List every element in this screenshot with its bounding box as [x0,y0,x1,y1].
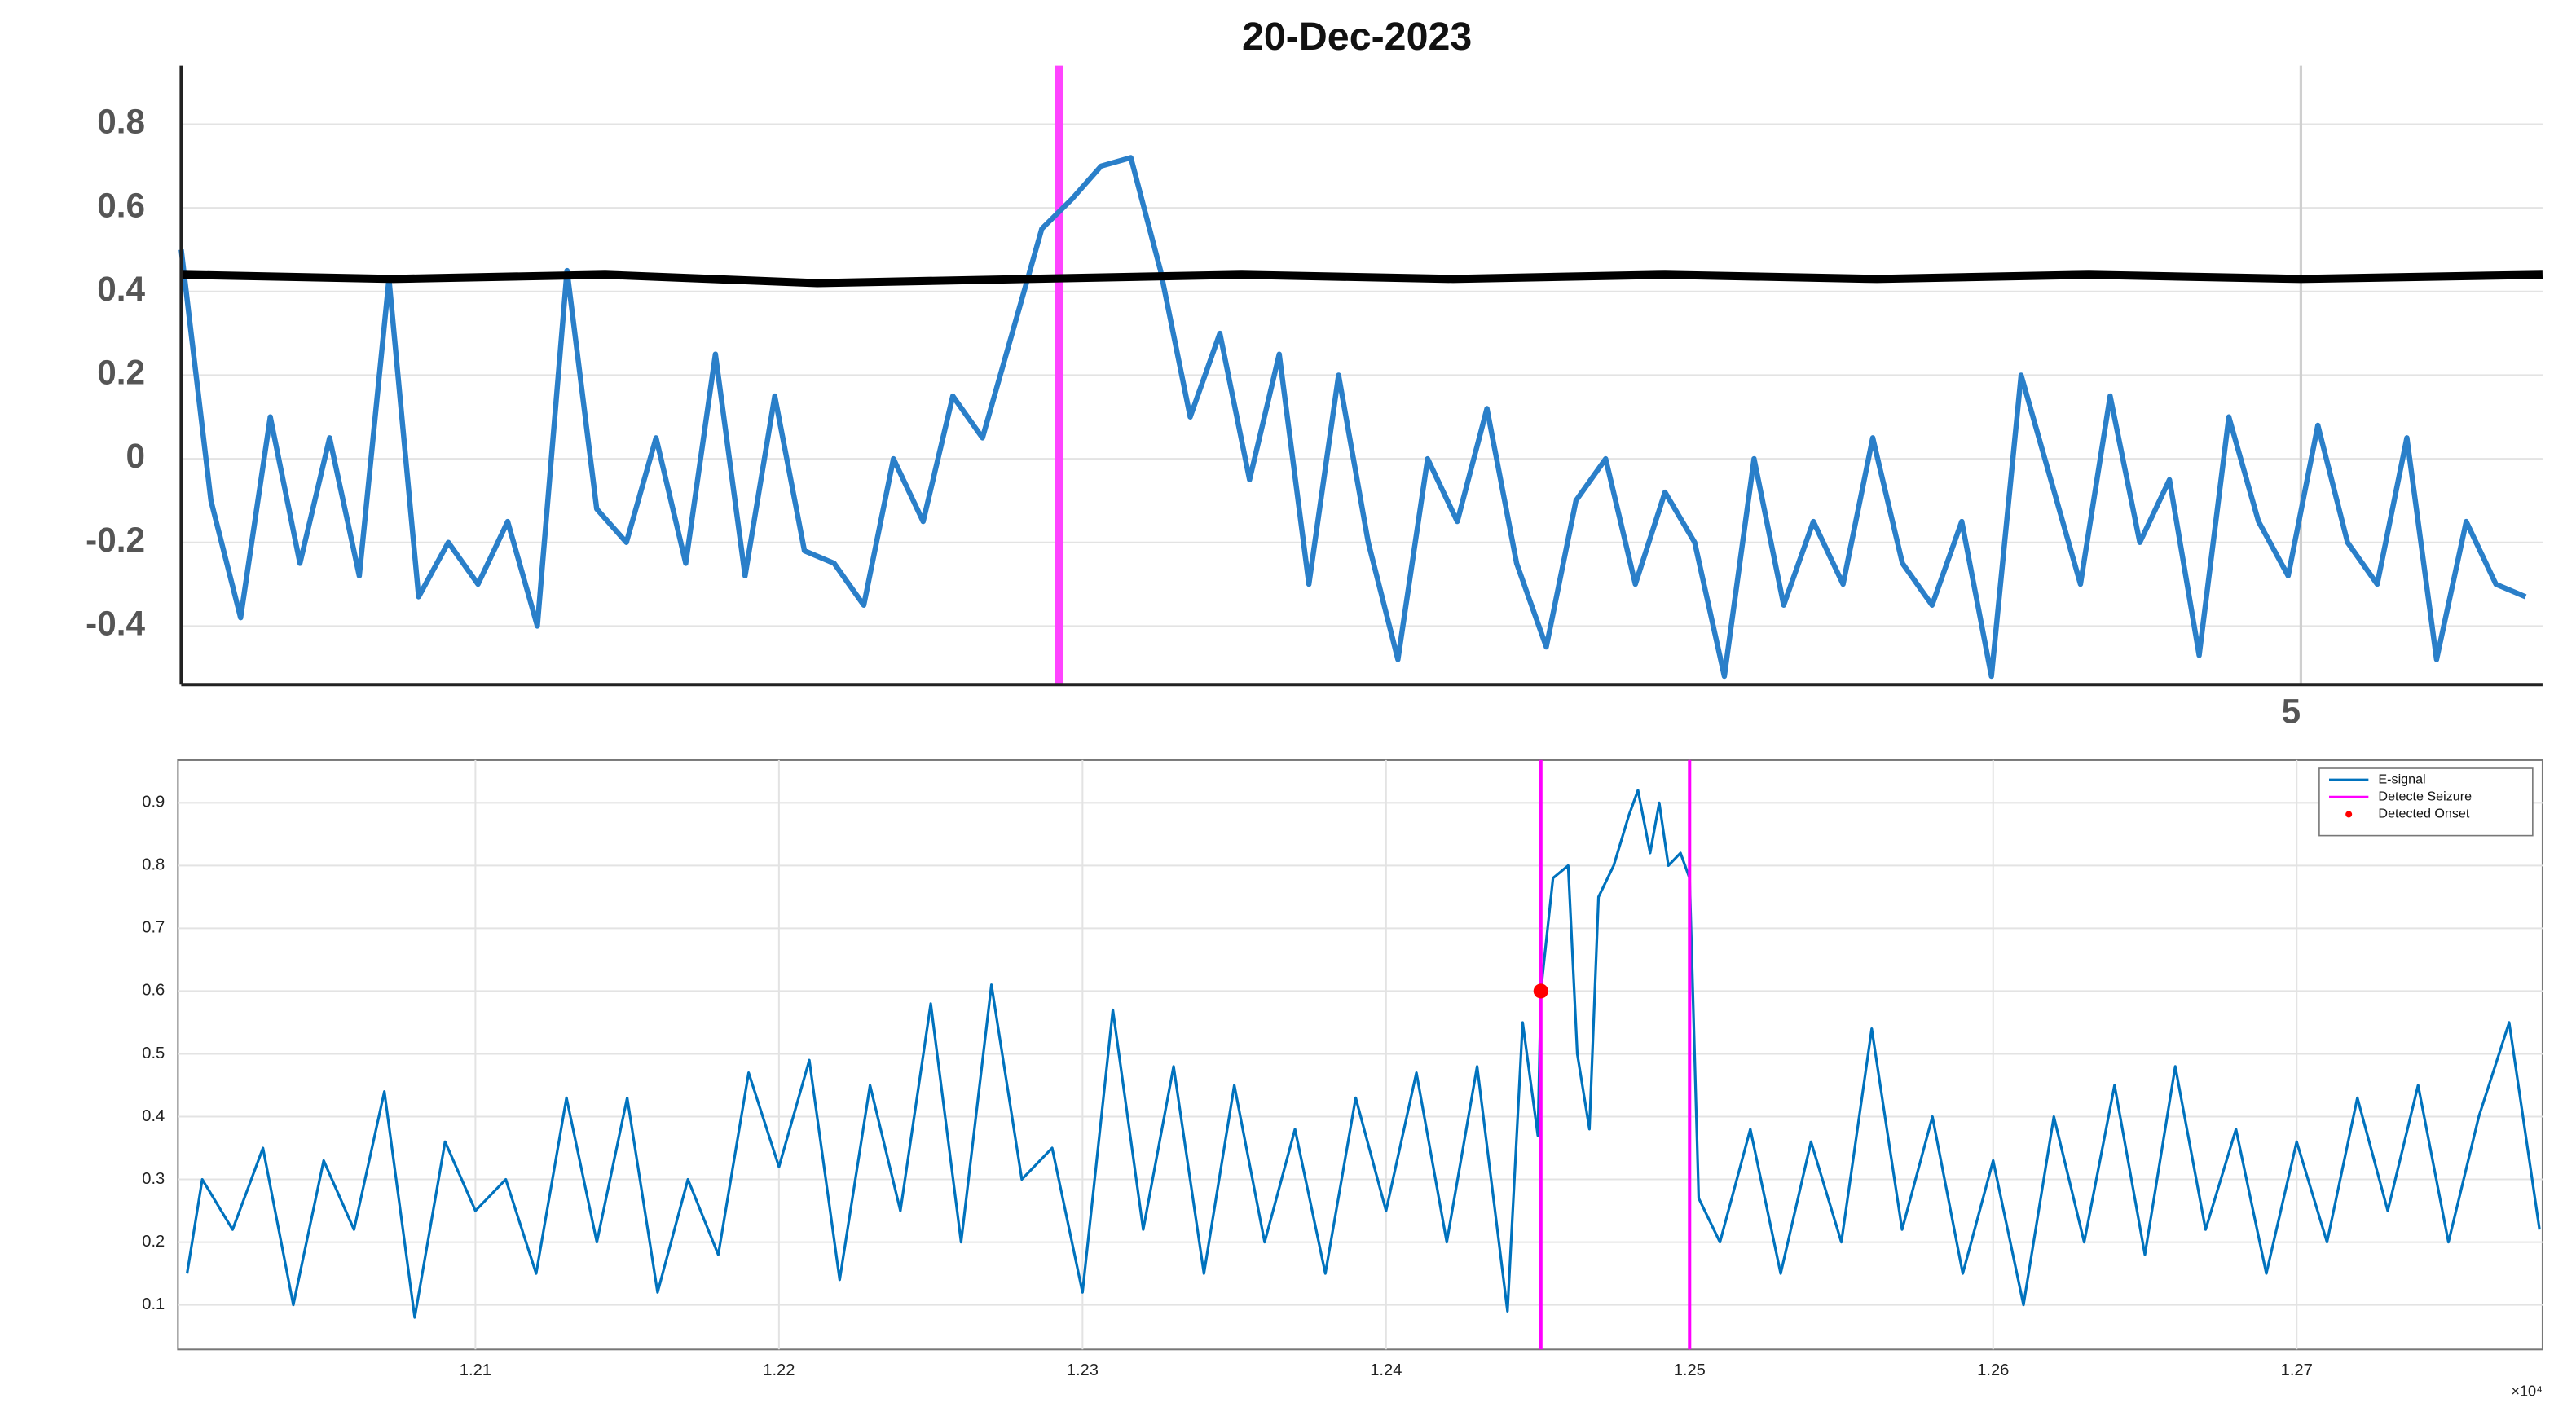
legend-label: Detecte Seizure [2378,789,2472,804]
x-tick-label: 1.27 [2281,1361,2313,1379]
plot: 0.8 0.6 0.4 0.2 0 -0.2 -0.4 5 [86,65,2543,731]
legend-swatch [2345,811,2353,818]
y-tick-label: 0.3 [142,1170,165,1188]
y-tick-label: -0.2 [86,521,145,559]
legend: E-signal Detecte Seizure Detected Onset [2318,767,2534,837]
y-tick-label: 0 [126,437,146,475]
y-tick-label: 0.4 [142,1107,165,1125]
x-tick-label: 1.24 [1370,1361,1402,1379]
x-tick-label: 1.23 [1067,1361,1099,1379]
y-tick-label: 0.2 [97,354,145,392]
y-tick-label: 0.7 [142,919,165,937]
signal-line [178,155,2527,680]
y-tick-label: 0.6 [142,982,165,1000]
onset-marker [1533,983,1548,999]
y-tick-label: 0.2 [142,1233,165,1251]
plot-area [177,759,2543,1351]
legend-label: Detected Onset [2378,807,2469,821]
plot: 0.1 0.2 0.3 0.4 0.5 0.6 0.7 0.8 0.9 1.21 1.22 1.23 1… [142,759,2543,1399]
signal-line [181,270,2543,288]
legend-label: E-signal [2378,772,2425,786]
x-tick-label: 5 [2282,693,2301,731]
y-tick-label: -0.4 [86,605,145,643]
x-tick-label: 1.21 [460,1361,491,1379]
signal-line [185,789,2541,1319]
y-tick-label: 0.5 [142,1045,165,1062]
x-tick-label: 1.25 [1674,1361,1706,1379]
y-tick-label: 0.9 [142,794,165,811]
chart-title: 20-Dec-2023 [1242,15,1472,59]
y-tick-label: 0.4 [97,270,145,308]
y-tick-label: 0.8 [97,103,145,141]
x-tick-label: 1.26 [1977,1361,2009,1379]
x-exponent-label: ×10⁴ [2511,1383,2543,1399]
y-tick-label: 0.6 [97,186,145,224]
x-tick-label: 1.22 [763,1361,795,1379]
y-tick-label: 0.1 [142,1295,165,1313]
y-tick-label: 0.8 [142,856,165,874]
